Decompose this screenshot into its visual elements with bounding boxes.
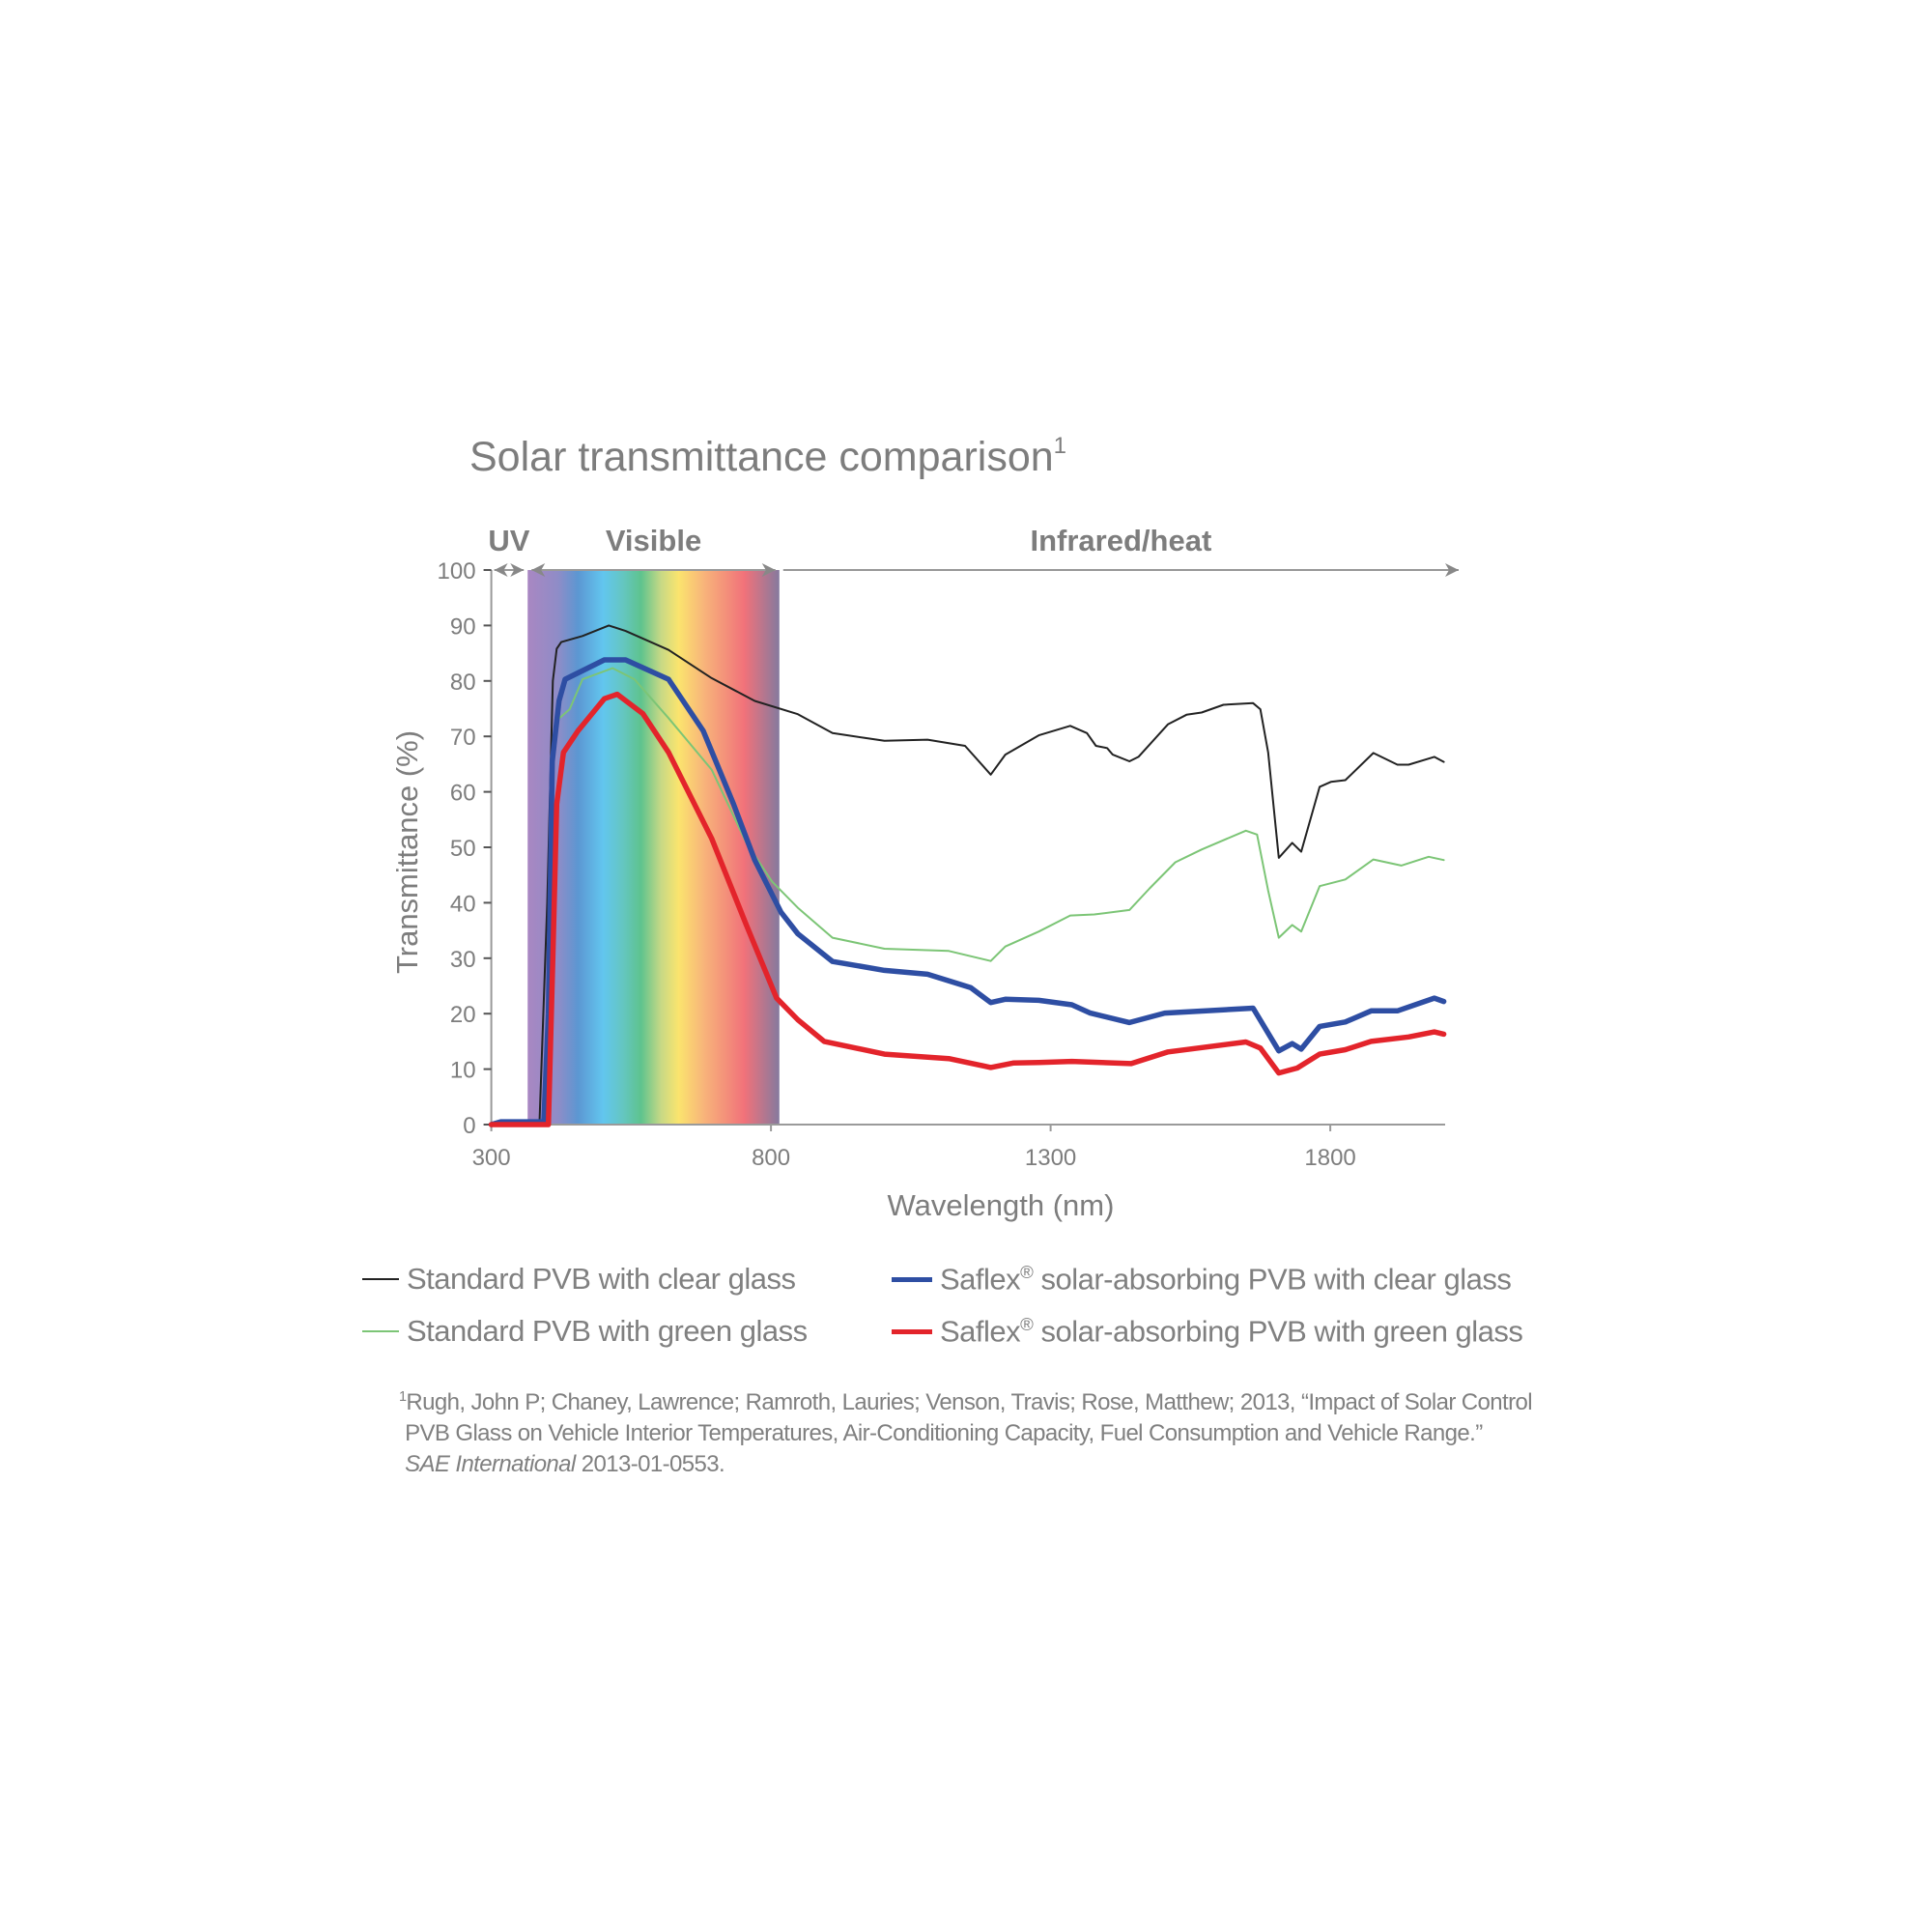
legend-label: Standard PVB with clear glass bbox=[407, 1262, 796, 1296]
arrowhead-icon bbox=[761, 563, 776, 577]
y-axis-label: Transmittance (%) bbox=[390, 730, 424, 974]
x-tick-label: 300 bbox=[472, 1145, 511, 1171]
legend-label: Saflex® solar-absorbing PVB with green g… bbox=[940, 1314, 1523, 1349]
legend-swatch bbox=[892, 1328, 932, 1334]
y-tick-label: 0 bbox=[463, 1113, 475, 1139]
legend-item-standard-clear: Standard PVB with clear glass bbox=[362, 1262, 796, 1297]
y-tick-label: 100 bbox=[438, 558, 476, 585]
legend-label: Saflex® solar-absorbing PVB with clear g… bbox=[940, 1262, 1512, 1297]
y-tick-label: 10 bbox=[450, 1058, 476, 1084]
y-tick-label: 90 bbox=[450, 613, 476, 640]
chart-title: Solar transmittance comparison1 bbox=[469, 433, 1066, 480]
footnote: 1Rugh, John P; Chaney, Lawrence; Ramroth… bbox=[399, 1389, 1533, 1477]
legend-label: Standard PVB with green glass bbox=[407, 1314, 808, 1348]
y-tick-label: 20 bbox=[450, 1002, 476, 1028]
legend-item-saflex-green: Saflex® solar-absorbing PVB with green g… bbox=[892, 1314, 1523, 1349]
y-tick-label: 40 bbox=[450, 891, 476, 917]
series-line-2 bbox=[558, 667, 1445, 962]
region-label: UV bbox=[488, 524, 529, 557]
arrowhead-icon bbox=[510, 563, 525, 577]
y-tick-label: 50 bbox=[450, 836, 476, 862]
arrowhead-icon bbox=[494, 563, 508, 577]
series-line-1 bbox=[490, 624, 1445, 1126]
visible-spectrum-band bbox=[527, 570, 780, 1125]
legend-swatch bbox=[362, 1330, 399, 1332]
x-tick-label: 1800 bbox=[1304, 1145, 1355, 1171]
x-tick-label: 1300 bbox=[1025, 1145, 1076, 1171]
legend-item-saflex-clear: Saflex® solar-absorbing PVB with clear g… bbox=[892, 1262, 1512, 1297]
y-tick-label: 30 bbox=[450, 947, 476, 973]
x-tick-label: 800 bbox=[752, 1145, 790, 1171]
y-tick-label: 70 bbox=[450, 725, 476, 751]
arrowhead-icon bbox=[531, 563, 546, 577]
region-label: Visible bbox=[606, 524, 701, 557]
region-label: Infrared/heat bbox=[1031, 524, 1212, 557]
x-axis-label: Wavelength (nm) bbox=[888, 1188, 1115, 1222]
legend-swatch bbox=[892, 1276, 932, 1282]
y-tick-label: 80 bbox=[450, 670, 476, 696]
y-tick-label: 60 bbox=[450, 781, 476, 807]
legend-item-standard-green: Standard PVB with green glass bbox=[362, 1314, 808, 1349]
series-line-4 bbox=[488, 691, 1447, 1127]
legend-swatch bbox=[362, 1278, 399, 1280]
series-line-3 bbox=[488, 657, 1447, 1127]
arrowhead-icon bbox=[1445, 563, 1459, 577]
